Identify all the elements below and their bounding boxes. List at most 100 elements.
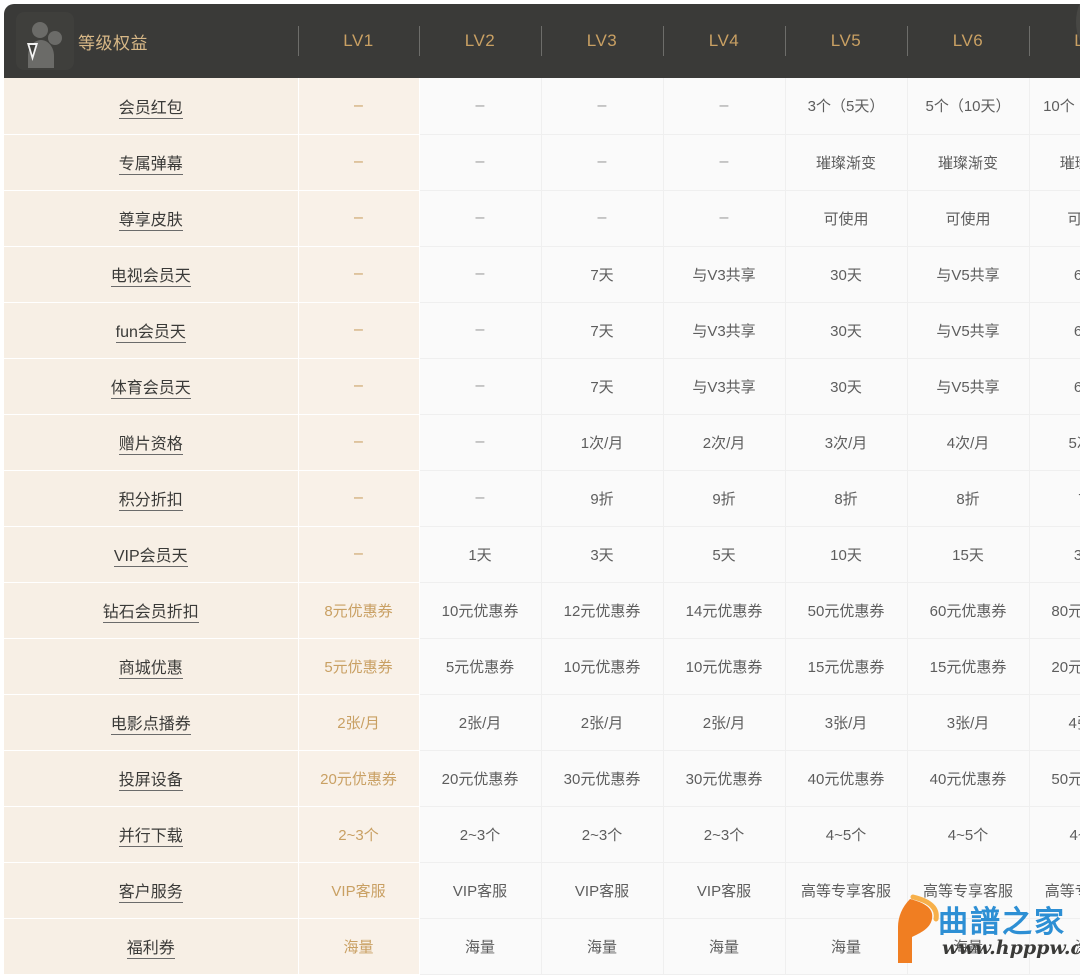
table-header: 等级权益 LV1 LV2 LV3 LV4 LV5 LV6 LV7 <box>4 4 1080 78</box>
benefit-value: 20元优惠券 <box>441 770 519 788</box>
benefit-cell-lv3: 1次/月 <box>541 414 664 471</box>
benefit-value: 50元优惠券 <box>1051 770 1080 788</box>
row-label: 电视会员天 <box>110 268 191 287</box>
benefit-value: 2次/月 <box>702 434 746 452</box>
column-header-lv6-label: LV6 <box>952 31 984 50</box>
benefit-value: 80元优惠券 <box>1051 602 1080 620</box>
row-label-cell[interactable]: 福利券 <box>4 918 299 975</box>
column-header-benefits-label: 等级权益 <box>78 33 148 53</box>
benefit-value: 4张/月 <box>1068 714 1080 732</box>
row-label-cell[interactable]: fun会员天 <box>4 302 299 359</box>
benefit-cell-lv4: – <box>663 78 786 135</box>
row-label-cell[interactable]: 尊享皮肤 <box>4 190 299 247</box>
column-header-lv5: LV5 <box>785 4 907 78</box>
benefit-value: 60元优惠券 <box>929 602 1007 620</box>
benefit-cell-lv1: – <box>298 526 420 583</box>
table-row: 尊享皮肤 – – – – 可使用 可使用 可使用 <box>4 190 1080 247</box>
row-label: VIP会员天 <box>113 548 188 567</box>
benefit-value: VIP客服 <box>696 882 752 900</box>
benefit-value: 40元优惠券 <box>929 770 1007 788</box>
benefit-cell-lv7: 7折 <box>1029 470 1080 527</box>
benefit-value: 3次/月 <box>824 434 868 452</box>
row-label: 赠片资格 <box>118 436 183 455</box>
table-row: 体育会员天 – – 7天 与V3共享 30天 与V5共享 60天 <box>4 358 1080 415</box>
benefit-value: 7天 <box>590 322 614 340</box>
benefit-cell-lv6: 与V5共享 <box>907 302 1030 359</box>
benefit-value: 与V3共享 <box>692 322 756 340</box>
row-label: 钻石会员折扣 <box>102 604 199 623</box>
benefit-cell-lv1: 8元优惠券 <box>298 582 420 639</box>
benefit-value: 7天 <box>590 378 614 396</box>
benefit-value: 30元优惠券 <box>563 770 641 788</box>
row-label-cell[interactable]: VIP会员天 <box>4 526 299 583</box>
benefit-cell-lv7: 可使用 <box>1029 190 1080 247</box>
row-label-cell[interactable]: 电影点播券 <box>4 694 299 751</box>
row-label-cell[interactable]: 并行下载 <box>4 806 299 863</box>
benefit-cell-lv3: 30元优惠券 <box>541 750 664 807</box>
benefit-cell-lv2: VIP客服 <box>419 862 542 919</box>
benefit-value: 30天 <box>830 378 862 396</box>
benefit-value: – <box>354 545 363 562</box>
benefit-cell-lv6: 4次/月 <box>907 414 1030 471</box>
benefit-cell-lv1: 2~3个 <box>298 806 420 863</box>
benefit-cell-lv5: 4~5个 <box>785 806 908 863</box>
benefit-cell-lv1: – <box>298 78 420 135</box>
benefit-cell-lv5: 30天 <box>785 302 908 359</box>
row-label-cell[interactable]: 钻石会员折扣 <box>4 582 299 639</box>
row-label-cell[interactable]: 投屏设备 <box>4 750 299 807</box>
benefit-cell-lv1: 5元优惠券 <box>298 638 420 695</box>
benefit-cell-lv1: 海量 <box>298 918 420 975</box>
row-label-cell[interactable]: 积分折扣 <box>4 470 299 527</box>
column-header-lv5-label: LV5 <box>830 31 862 50</box>
benefit-value: 10个（30天） <box>1043 98 1080 116</box>
table-header-row: 等级权益 LV1 LV2 LV3 LV4 LV5 LV6 LV7 <box>4 4 1080 78</box>
benefit-cell-lv7: 璀璨渐变 <box>1029 134 1080 191</box>
benefit-cell-lv3: 2张/月 <box>541 694 664 751</box>
row-label-cell[interactable]: 客户服务 <box>4 862 299 919</box>
benefit-value: 5元优惠券 <box>445 658 515 676</box>
benefit-cell-lv5: 30天 <box>785 246 908 303</box>
benefit-value: 30天 <box>830 266 862 284</box>
table-row: 专属弹幕 – – – – 璀璨渐变 璀璨渐变 璀璨渐变 <box>4 134 1080 191</box>
column-header-lv1: LV1 <box>298 4 419 78</box>
benefit-value: – <box>475 153 485 170</box>
benefit-value: – <box>354 377 363 394</box>
benefit-value: – <box>475 433 485 450</box>
benefit-value: 2张/月 <box>702 714 746 732</box>
benefit-cell-lv1: – <box>298 134 420 191</box>
benefit-cell-lv4: 与V3共享 <box>663 246 786 303</box>
benefit-value: 10元优惠券 <box>685 658 763 676</box>
row-label-cell[interactable]: 赠片资格 <box>4 414 299 471</box>
benefit-cell-lv4: 海量 <box>663 918 786 975</box>
row-label-cell[interactable]: 专属弹幕 <box>4 134 299 191</box>
benefit-value: 4~5个 <box>1069 826 1080 844</box>
row-label: 客户服务 <box>118 884 183 903</box>
benefit-cell-lv1: VIP客服 <box>298 862 420 919</box>
benefit-cell-lv1: – <box>298 302 420 359</box>
table-row: fun会员天 – – 7天 与V3共享 30天 与V5共享 60天 <box>4 302 1080 359</box>
benefit-value: 4~5个 <box>825 826 867 844</box>
benefit-cell-lv5: 30天 <box>785 358 908 415</box>
benefit-value: 与V5共享 <box>936 266 1000 284</box>
row-label-cell[interactable]: 商城优惠 <box>4 638 299 695</box>
benefit-cell-lv2: – <box>419 190 542 247</box>
benefit-value: 高等专享客服 <box>800 882 891 900</box>
benefit-cell-lv3: 12元优惠券 <box>541 582 664 639</box>
benefit-value: – <box>354 433 363 450</box>
row-label: 尊享皮肤 <box>118 212 183 231</box>
row-label-cell[interactable]: 会员红包 <box>4 78 299 135</box>
benefit-cell-lv2: – <box>419 358 542 415</box>
benefit-cell-lv5: 高等专享客服 <box>785 862 908 919</box>
benefit-value: 与V5共享 <box>936 378 1000 396</box>
row-label-cell[interactable]: 电视会员天 <box>4 246 299 303</box>
benefit-value: – <box>475 265 485 282</box>
benefit-cell-lv2: – <box>419 78 542 135</box>
benefit-cell-lv7: 4张/月 <box>1029 694 1080 751</box>
column-header-lv4-label: LV4 <box>708 31 740 50</box>
row-label-cell[interactable]: 体育会员天 <box>4 358 299 415</box>
benefit-value: 60天 <box>1074 323 1080 340</box>
benefit-cell-lv2: – <box>419 414 542 471</box>
benefit-cell-lv5: 3次/月 <box>785 414 908 471</box>
benefit-cell-lv5: 3个（5天） <box>785 78 908 135</box>
row-label: 体育会员天 <box>110 380 191 399</box>
